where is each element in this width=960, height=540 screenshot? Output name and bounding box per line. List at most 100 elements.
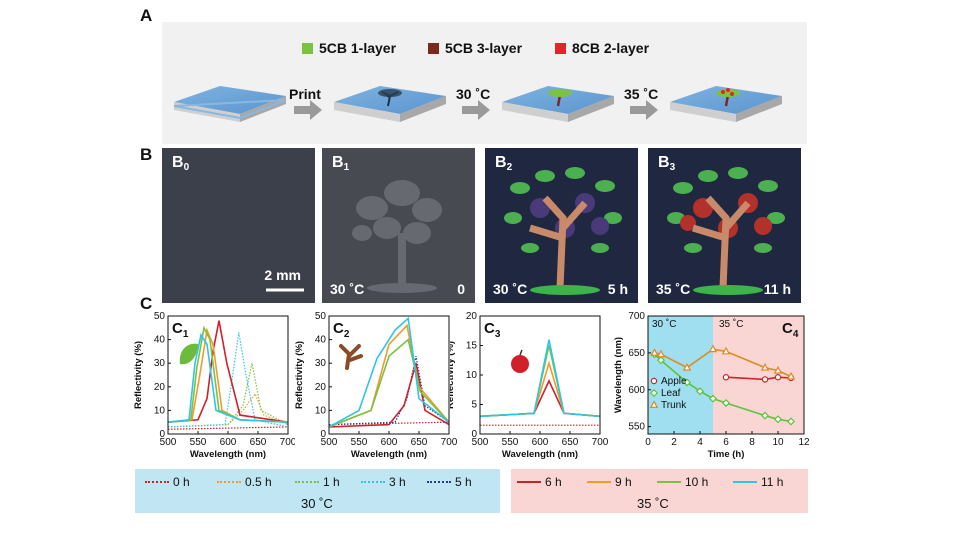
photo-b3: B3 35 ˚C 11 h — [648, 148, 801, 303]
photo-b1-temp: 30 ˚C — [330, 281, 365, 297]
x-tick-label: 700 — [592, 437, 609, 448]
legend-item-1h: 1 h — [295, 475, 340, 489]
chart-c2: 500 550 600 650 700 0 10 20 30 40 50 Wavelength (nm… — [294, 312, 458, 460]
legend-marker — [650, 377, 658, 385]
series-line-4 — [479, 339, 601, 418]
point-marker — [721, 346, 731, 355]
legend-item-6h: 6 h — [517, 475, 562, 489]
series-line-4 — [167, 320, 289, 423]
photo-b2-time: 5 h — [607, 281, 628, 297]
point-marker — [774, 374, 782, 381]
y-tick-label: 30 — [315, 358, 327, 369]
y-axis-title: Wavelength (nm) — [613, 337, 624, 413]
y-tick-label: 550 — [628, 422, 645, 433]
y-tick-label: 10 — [315, 405, 327, 416]
step-label-35c: 35 ˚C — [624, 86, 659, 102]
series-line-4 — [328, 338, 450, 428]
legend-line — [587, 481, 611, 483]
x-tick-label: 550 — [351, 437, 368, 448]
legend-swatch — [555, 42, 566, 54]
photo-b0-texture — [162, 148, 315, 303]
point-marker — [761, 376, 769, 383]
substrate-printed — [334, 86, 446, 122]
legend-line — [217, 481, 241, 483]
legend-line — [517, 481, 541, 483]
x-tick-label: 10 — [772, 437, 784, 448]
point-marker — [760, 362, 770, 371]
region-label-30c: 30 ˚C — [652, 318, 676, 330]
legend-35c-box: 6 h 9 h 10 h 11 h 35 ˚C — [511, 469, 808, 513]
series-line-2 — [328, 362, 450, 428]
point-marker — [786, 417, 796, 426]
y-tick-label: 600 — [628, 385, 645, 396]
x-tick-label: 500 — [321, 437, 338, 448]
legend-label: 5CB 1-layer — [319, 40, 397, 56]
legend-5cb-3-layer: 5CB 3-layer — [428, 40, 522, 56]
point-marker — [722, 374, 730, 381]
legend-swatch — [302, 42, 313, 54]
legend-swatch — [428, 42, 439, 54]
x-tick-label: 600 — [381, 437, 398, 448]
series-line-6 — [167, 325, 289, 423]
legend-line — [733, 481, 757, 483]
photo-b0: B0 2 mm — [162, 148, 315, 303]
photo-tag-b1: B1 — [332, 154, 350, 173]
x-axis-title: Wavelength (nm) — [502, 449, 578, 460]
y-tick-label: 20 — [154, 382, 166, 393]
legend-30c-title: 30 ˚C — [301, 496, 333, 511]
series-line-0 — [167, 426, 289, 430]
x-tick-label: 700 — [441, 437, 458, 448]
photo-b3-temp: 35 ˚C — [656, 281, 691, 297]
y-tick-label: 20 — [315, 382, 327, 393]
series-line-2 — [167, 363, 289, 428]
photo-b2-tree — [485, 148, 638, 303]
apple-stem — [519, 349, 523, 356]
series-line-1 — [167, 392, 289, 428]
panel-tag-sub: 3 — [495, 329, 501, 340]
legend-item-0h: 0 h — [145, 475, 190, 489]
x-tick-label: 650 — [250, 437, 267, 448]
y-tick-label: 0 — [320, 429, 326, 440]
legend-item-9h: 9 h — [587, 475, 632, 489]
legend-item-0-5h: 0.5 h — [217, 475, 272, 489]
photo-b1-time: 0 — [457, 281, 465, 297]
chart-c3: 500 550 600 650 700 0 5 10 15 20 Wavelength (nm) Re… — [450, 312, 609, 460]
y-tick-label: 650 — [628, 348, 645, 359]
y-tick-label: 40 — [154, 335, 166, 346]
x-axis-title: Wavelength (nm) — [351, 449, 427, 460]
x-tick-label: 500 — [160, 437, 177, 448]
y-axis-title: Reflectivity (%) — [450, 341, 456, 409]
x-tick-label: 550 — [502, 437, 519, 448]
photo-b1: B1 30 ˚C 0 — [322, 148, 475, 303]
photo-b1-tree — [322, 148, 475, 303]
arrow-35c — [630, 100, 658, 120]
series-line-3 — [167, 332, 289, 428]
point-marker — [682, 362, 692, 371]
apple-icon — [511, 355, 529, 373]
point-marker — [773, 365, 783, 374]
y-tick-label: 10 — [466, 370, 478, 381]
y-tick-label: 40 — [315, 335, 327, 346]
legend-line — [145, 481, 169, 483]
y-tick-label: 700 — [628, 312, 645, 322]
point-marker — [786, 371, 796, 380]
y-tick-label: 15 — [466, 341, 478, 352]
y-tick-label: 50 — [315, 312, 327, 322]
legend-8cb-2-layer: 8CB 2-layer — [555, 40, 649, 56]
y-tick-label: 20 — [466, 312, 478, 322]
scale-bar-label: 2 mm — [264, 267, 301, 283]
legend-label: Apple — [661, 376, 687, 387]
point-marker — [773, 415, 783, 424]
legend-marker — [649, 400, 659, 409]
panel-tag-sub: 4 — [793, 329, 799, 340]
panel-tag-c1: C1 — [172, 320, 189, 340]
series-line-0 — [725, 376, 792, 381]
y-tick-label: 30 — [154, 358, 166, 369]
x-tick-label: 650 — [562, 437, 579, 448]
photo-b2: B2 30 ˚C 5 h — [485, 148, 638, 303]
trunk-icon — [339, 344, 363, 370]
legend-line — [427, 481, 451, 483]
x-axis-title: Time (h) — [708, 449, 745, 460]
leaf-icon — [179, 343, 198, 365]
legend-label: Leaf — [661, 388, 681, 399]
